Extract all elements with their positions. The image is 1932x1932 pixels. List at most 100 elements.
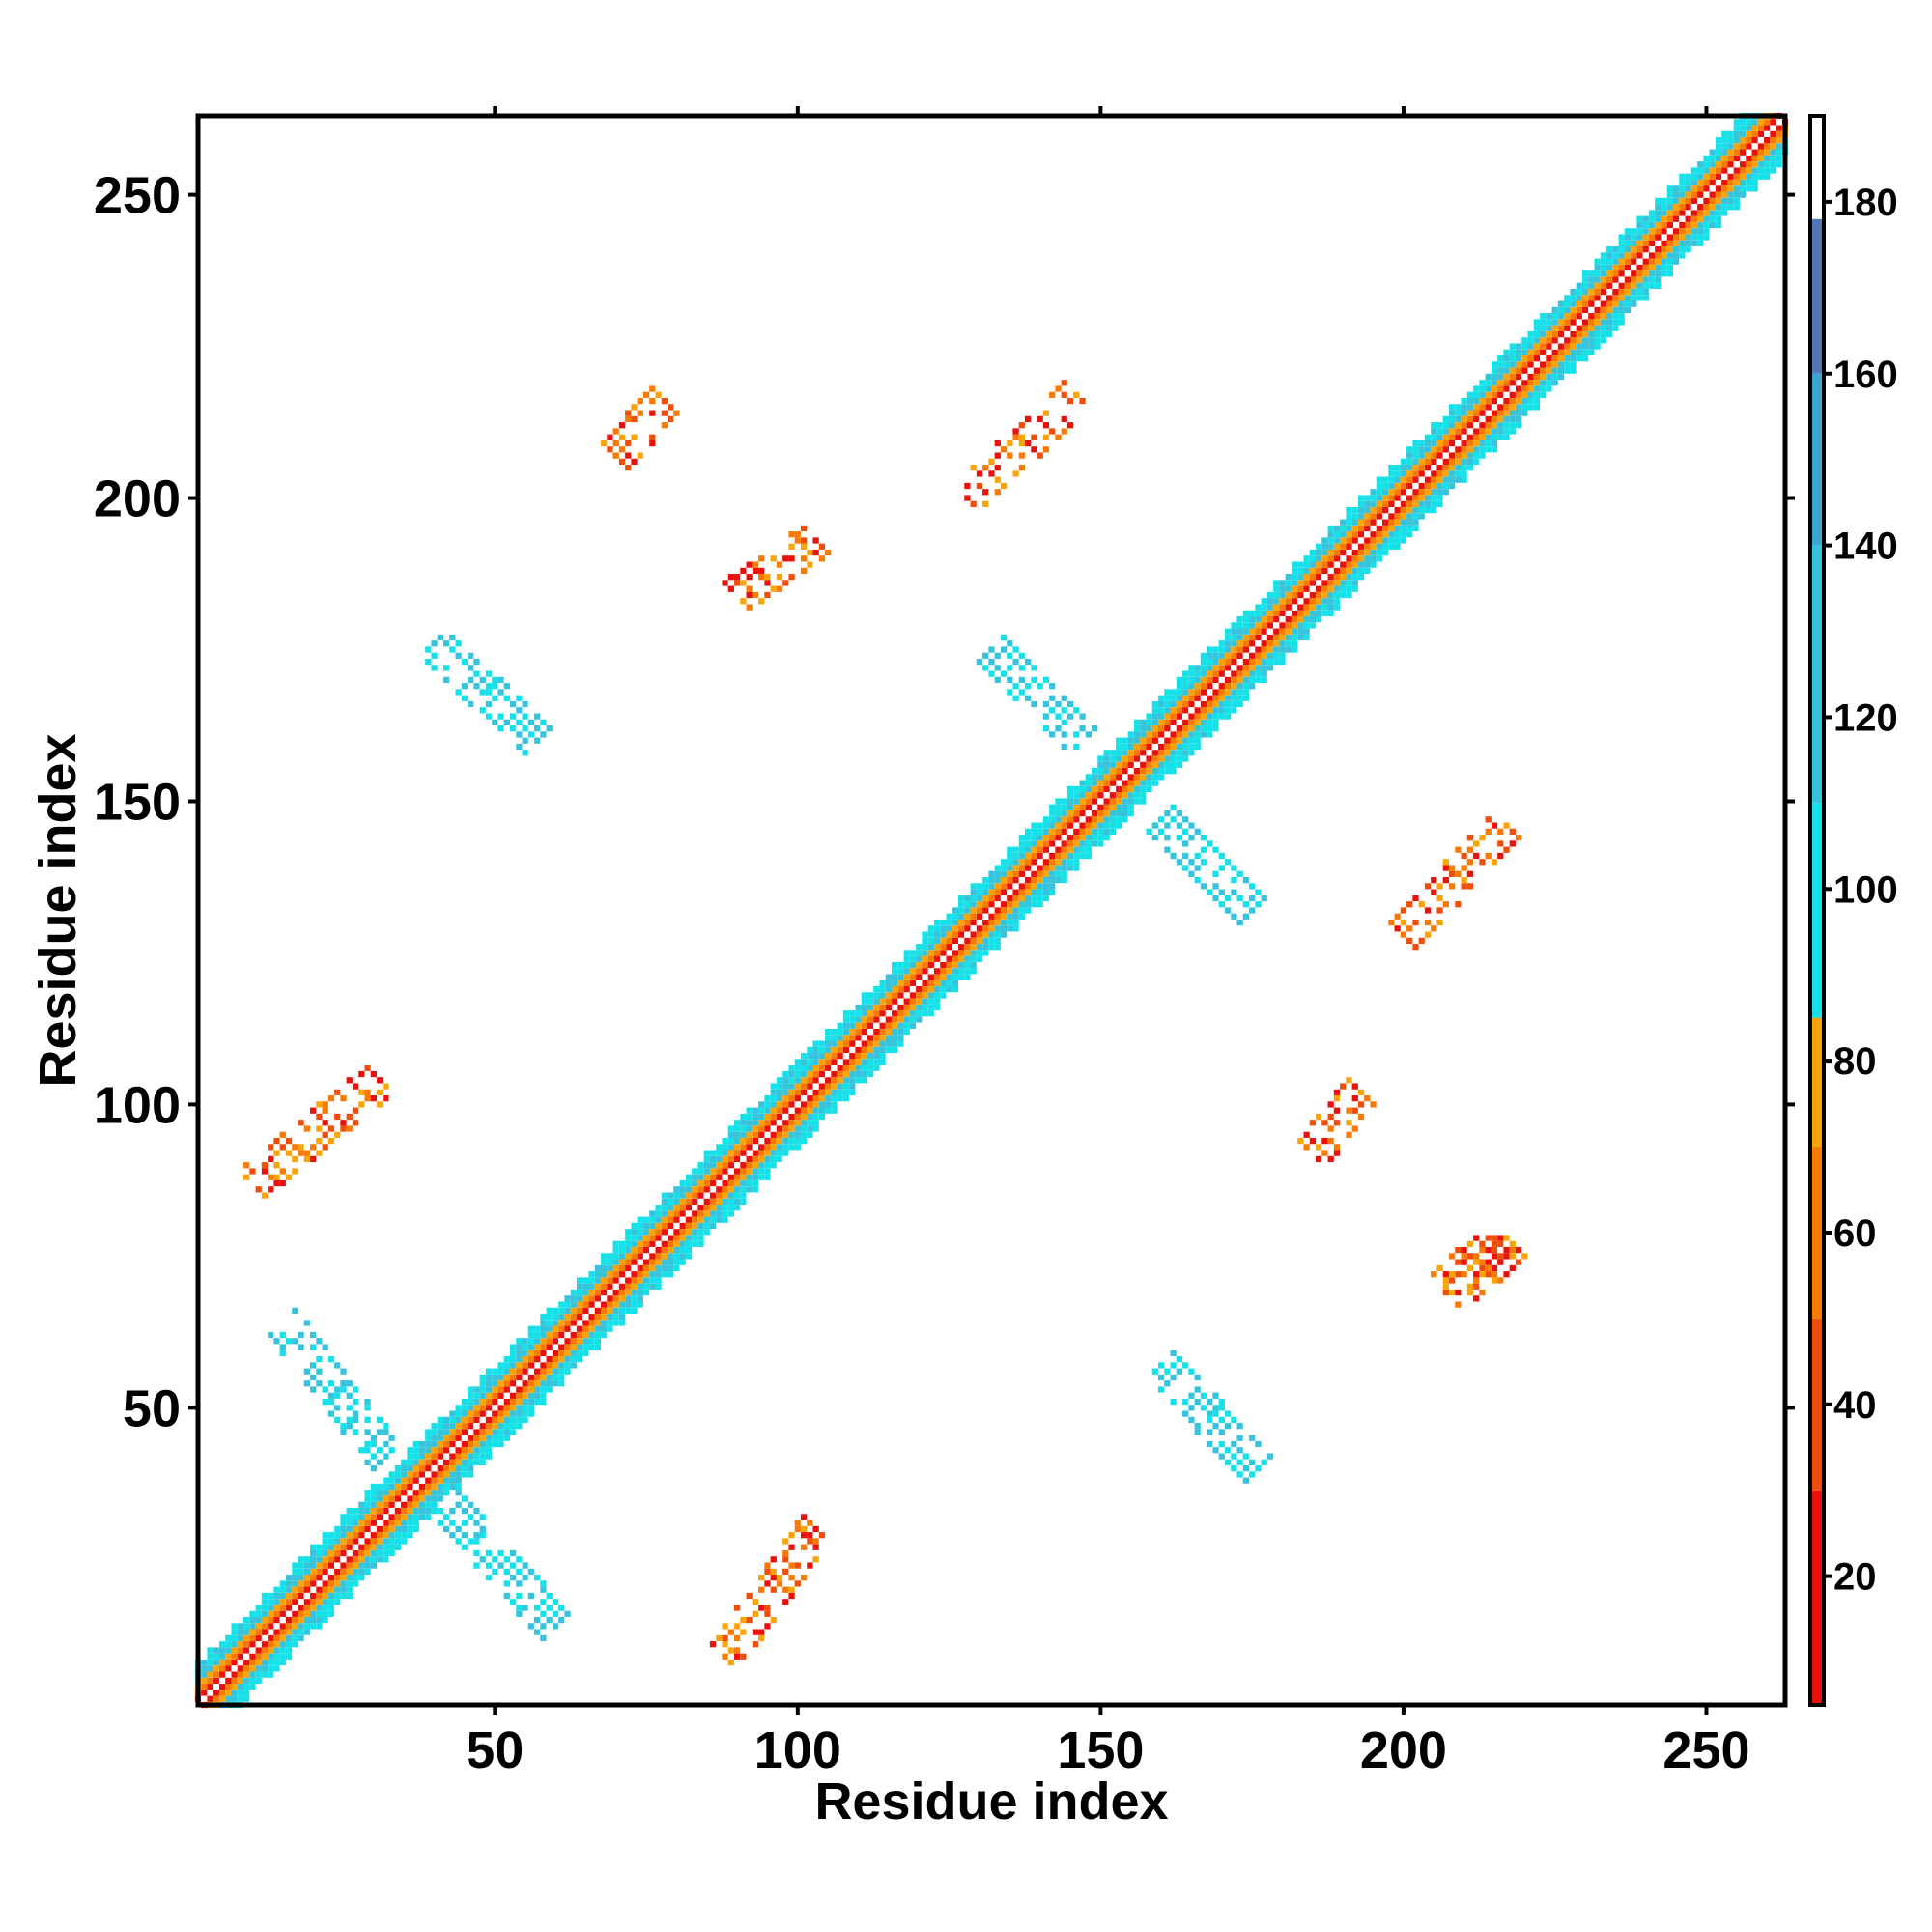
heatmap-cell (1527, 337, 1534, 344)
heatmap-cell (1279, 616, 1286, 623)
heatmap-cell (770, 1616, 777, 1624)
heatmap-cell (1351, 585, 1358, 592)
heatmap-cell (268, 1634, 274, 1642)
heatmap-cell (268, 1653, 274, 1660)
heatmap-cell (831, 1107, 838, 1114)
heatmap-cell (1018, 859, 1025, 866)
heatmap-cell (927, 1004, 934, 1011)
heatmap-cell (1618, 270, 1625, 277)
heatmap-cell (703, 1229, 710, 1236)
heatmap-cell (552, 1350, 559, 1356)
heatmap-cell (218, 1653, 226, 1660)
heatmap-cell (340, 1520, 347, 1526)
heatmap-cell (273, 1586, 280, 1593)
heatmap-cell (1236, 640, 1243, 647)
heatmap-cell (516, 1423, 523, 1430)
heatmap-cell (285, 1592, 293, 1600)
heatmap-cell (897, 998, 904, 1005)
heatmap-cell (697, 1222, 704, 1230)
heatmap-cell (503, 695, 510, 701)
heatmap-cell (279, 1144, 286, 1151)
heatmap-cell (1485, 410, 1492, 416)
heatmap-cell (1007, 440, 1013, 447)
heatmap-cell (1194, 828, 1201, 835)
heatmap-cell (1690, 179, 1698, 186)
heatmap-cell (1727, 167, 1734, 174)
heatmap-cell (442, 1514, 450, 1520)
heatmap-cell (988, 944, 995, 951)
heatmap-cell (1266, 604, 1274, 611)
heatmap-cell (740, 1653, 747, 1660)
heatmap-cell (794, 1083, 801, 1090)
heatmap-cell (1200, 652, 1208, 659)
heatmap-cell (377, 1077, 384, 1084)
heatmap-cell (1612, 282, 1619, 289)
heatmap-cell (1709, 215, 1716, 222)
heatmap-cell (1594, 276, 1601, 283)
heatmap-cell (1031, 895, 1037, 902)
heatmap-cell (534, 725, 541, 732)
heatmap-cell (1461, 1259, 1467, 1265)
heatmap-cell (1207, 1398, 1213, 1406)
heatmap-cell (1381, 531, 1389, 538)
heatmap-cell (1109, 750, 1117, 756)
heatmap-cell (1473, 852, 1480, 860)
heatmap-cell (1224, 652, 1232, 659)
heatmap-cell (933, 974, 941, 980)
heatmap-cell (377, 1495, 384, 1502)
heatmap-cell (522, 1374, 528, 1381)
heatmap-cell (637, 1295, 643, 1302)
heatmap-cell (1231, 695, 1237, 701)
heatmap-cell (1091, 828, 1098, 835)
heatmap-cell (1661, 240, 1667, 246)
heatmap-cell (673, 410, 680, 416)
heatmap-cell (1473, 385, 1480, 392)
heatmap-cell (1097, 804, 1104, 810)
heatmap-cell (1436, 452, 1443, 459)
heatmap-cell (855, 1065, 862, 1071)
heatmap-cell (1455, 470, 1462, 477)
heatmap-cell (383, 1549, 389, 1557)
heatmap-cell (1012, 434, 1019, 440)
heatmap-cell (782, 1083, 789, 1090)
heatmap-cell (1157, 1386, 1165, 1393)
heatmap-cell (1176, 1355, 1183, 1363)
heatmap-cell (479, 676, 486, 684)
heatmap-cell (1757, 143, 1765, 150)
heatmap-cell (601, 1283, 608, 1290)
heatmap-cell (522, 1392, 528, 1399)
heatmap-cell (952, 931, 958, 938)
heatmap-cell (1455, 1301, 1462, 1308)
heatmap-cell (631, 1277, 638, 1284)
heatmap-cell (1533, 325, 1541, 331)
heatmap-cell (1751, 161, 1758, 168)
heatmap-cell (497, 1386, 504, 1393)
heatmap-cell (527, 1374, 535, 1381)
heatmap-cell (873, 1053, 880, 1060)
heatmap-cell (370, 1440, 377, 1448)
heatmap-cell (455, 1483, 462, 1491)
heatmap-cell (842, 1035, 850, 1041)
heatmap-cell (394, 1532, 402, 1539)
heatmap-cell (861, 1070, 867, 1078)
heatmap-cell (655, 1222, 662, 1230)
heatmap-cell (407, 1453, 413, 1460)
heatmap-cell (946, 925, 952, 932)
heatmap-cell (1655, 204, 1662, 211)
heatmap-cell (1473, 422, 1480, 429)
heatmap-cell (425, 658, 432, 666)
heatmap-cell (1061, 846, 1067, 853)
heatmap-cell (492, 1368, 498, 1375)
heatmap-cell (340, 1538, 347, 1545)
heatmap-cell (631, 458, 638, 466)
heatmap-cell (1151, 1368, 1158, 1375)
heatmap-cell (352, 1514, 359, 1520)
heatmap-cell (727, 1198, 734, 1205)
heatmap-cell (776, 1113, 783, 1121)
heatmap-cell (970, 907, 977, 914)
heatmap-cell (346, 1544, 353, 1550)
heatmap-cell (1316, 549, 1322, 556)
heatmap-cell (534, 1338, 541, 1345)
heatmap-cell (1133, 774, 1141, 781)
heatmap-cell (1327, 604, 1334, 611)
